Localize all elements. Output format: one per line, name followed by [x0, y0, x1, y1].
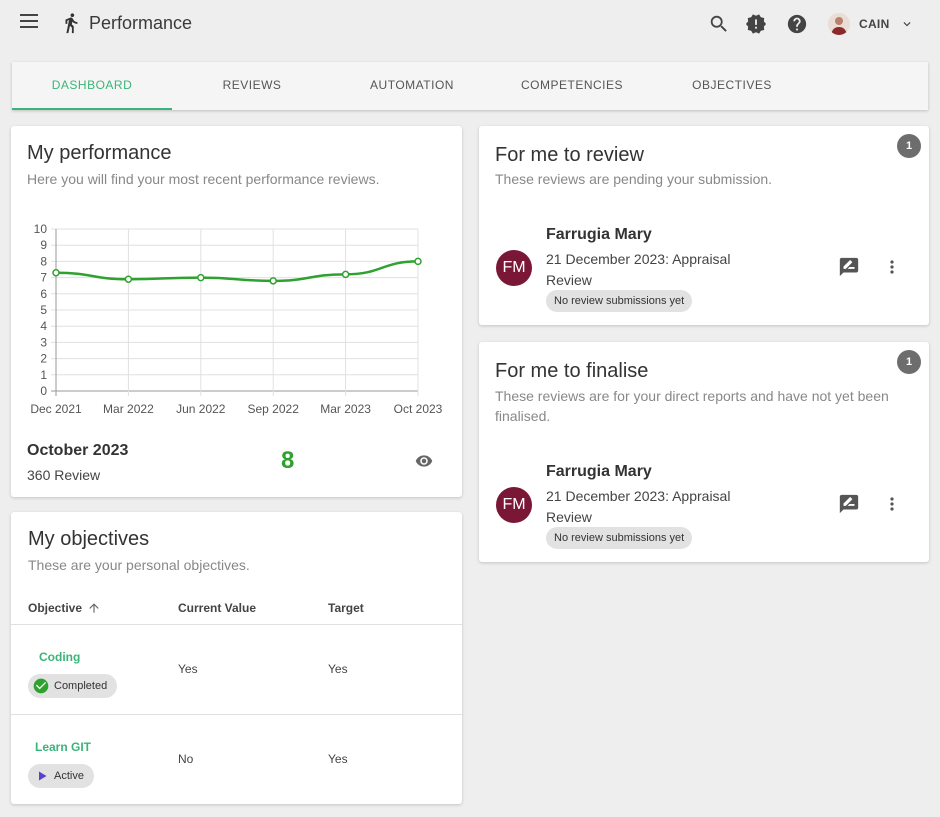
tab-dashboard[interactable]: DASHBOARD — [12, 62, 172, 110]
data-point — [269, 277, 277, 285]
help-icon[interactable] — [786, 13, 808, 35]
objectives-card: My objectives These are your personal ob… — [11, 512, 462, 804]
y-tick-label: 8 — [40, 254, 47, 268]
app-title: Performance — [89, 13, 193, 33]
status-badge: No review submissions yet — [546, 527, 693, 549]
search-icon[interactable] — [708, 13, 730, 35]
data-point — [197, 273, 205, 282]
more-vert-icon[interactable] — [885, 493, 899, 515]
user-name: CAIN — [859, 17, 890, 31]
review-title: For me to review — [495, 144, 644, 166]
x-tick-label: Mar 2023 — [320, 402, 371, 416]
tab-bar: DASHBOARD REVIEWS AUTOMATION STRATEGIES … — [12, 62, 928, 138]
tab-competencies[interactable]: COMPETENCIES — [520, 78, 623, 92]
latest-review-type: 360 Review — [27, 467, 101, 483]
tab-reviews[interactable]: REVIEWS — [222, 78, 282, 92]
run-icon — [65, 13, 78, 34]
latest-review-month: October 2023 — [27, 442, 129, 459]
review-description: 21 December 2023: Appraisal Review — [546, 488, 731, 525]
objective-name[interactable]: Learn GIT — [35, 740, 92, 754]
objectives-title: My objectives — [28, 528, 150, 550]
play-icon — [39, 771, 47, 781]
y-tick-label: 10 — [34, 222, 48, 236]
column-target[interactable]: Target — [328, 601, 364, 615]
y-tick-label: 7 — [40, 271, 47, 285]
data-point — [414, 257, 422, 266]
status-badge: Completed — [28, 674, 118, 698]
review-description: 21 December 2023: Appraisal Review — [546, 251, 731, 288]
current-value: No — [178, 752, 194, 766]
latest-review-score: 8 — [281, 447, 295, 474]
y-tick-label: 5 — [40, 303, 47, 317]
y-tick-label: 6 — [40, 287, 47, 301]
x-tick-label: Dec 2021 — [30, 402, 82, 416]
x-tick-label: Mar 2022 — [103, 402, 154, 416]
review-subtitle: These reviews are pending your submissio… — [495, 171, 773, 187]
column-objective[interactable]: Objective — [28, 601, 101, 615]
table-row: Coding Completed Yes Yes — [11, 625, 462, 715]
objectives-subtitle: These are your personal objectives. — [28, 557, 250, 573]
status-badge: No review submissions yet — [546, 290, 693, 312]
data-point — [341, 270, 350, 279]
y-tick-label: 0 — [40, 384, 47, 398]
table-header: Objective Current Value Target — [11, 594, 462, 625]
eye-icon[interactable] — [413, 452, 435, 470]
series-line — [55, 260, 419, 283]
avatar — [828, 13, 850, 35]
y-tick-label: 3 — [40, 335, 47, 349]
column-current-value[interactable]: Current Value — [178, 601, 257, 615]
x-tick-label: Jun 2022 — [176, 402, 226, 416]
finalise-card: 1 For me to finalise These reviews are f… — [479, 342, 929, 562]
count-badge: 1 — [897, 350, 921, 374]
avatar: FM — [496, 487, 532, 523]
review-card: 1 For me to review These reviews are pen… — [479, 126, 929, 325]
reviewee-name[interactable]: Farrugia Mary — [546, 463, 652, 480]
tab-automation-strategies[interactable]: AUTOMATION STRATEGIES — [370, 78, 454, 138]
target-value: Yes — [328, 752, 348, 766]
y-tick-label: 1 — [40, 368, 47, 382]
status-label: Active — [54, 770, 84, 782]
more-vert-icon[interactable] — [885, 256, 899, 278]
performance-chart: 0 1 2 3 4 5 6 7 8 9 10 Dec 2021 Mar 2022 Jun 2022 Sep … — [30, 222, 443, 416]
objective-name[interactable]: Coding — [39, 650, 81, 664]
performance-card: My performance Here you will find your m… — [11, 126, 462, 497]
status-badge: Active — [28, 764, 94, 788]
x-tick-label: Sep 2022 — [248, 402, 300, 416]
performance-title: My performance — [27, 142, 172, 164]
alert-icon[interactable] — [745, 13, 767, 35]
menu-icon[interactable] — [20, 14, 40, 34]
finalise-subtitle: These reviews are for your direct report… — [495, 388, 889, 424]
current-value: Yes — [178, 662, 198, 676]
y-tick-label: 9 — [40, 238, 47, 252]
arrow-up-icon — [89, 603, 99, 613]
target-value: Yes — [328, 662, 348, 676]
rate-review-icon[interactable] — [838, 493, 860, 515]
user-menu[interactable]: CAIN — [828, 11, 914, 37]
avatar: FM — [496, 250, 532, 286]
table-row: Learn GIT Active No Yes — [11, 715, 462, 805]
y-tick-label: 4 — [40, 319, 47, 333]
y-tick-label: 2 — [40, 352, 47, 366]
reviewee-name[interactable]: Farrugia Mary — [546, 226, 652, 243]
top-app-bar: Performance CAIN — [0, 0, 940, 48]
performance-subtitle: Here you will find your most recent perf… — [27, 171, 380, 187]
data-point — [124, 275, 133, 283]
chevron-down-icon[interactable] — [900, 17, 914, 31]
finalise-title: For me to finalise — [495, 360, 649, 382]
count-badge: 1 — [897, 134, 921, 158]
status-label: Completed — [54, 680, 108, 692]
objectives-table: Objective Current Value Target Coding Co… — [11, 594, 462, 805]
data-point — [52, 268, 60, 277]
check-circle-icon — [33, 678, 49, 694]
rate-review-icon[interactable] — [838, 256, 860, 278]
x-tick-label: Oct 2023 — [394, 402, 443, 416]
tab-objectives[interactable]: OBJECTIVES — [692, 78, 772, 92]
column-objective-label: Objective — [28, 601, 83, 615]
